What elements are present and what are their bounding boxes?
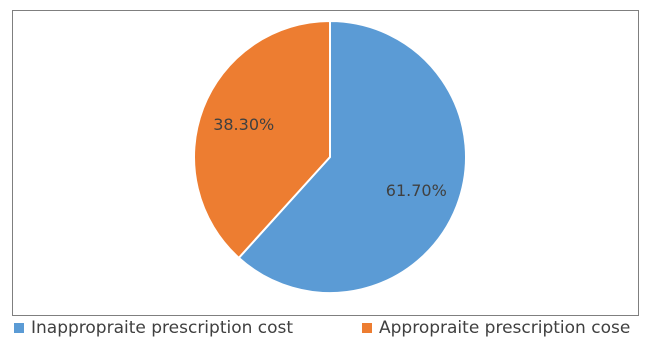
legend-label-appropriate: Appropraite prescription cose <box>379 318 631 338</box>
legend-swatch-appropriate <box>362 323 372 333</box>
legend-label-inappropriate: Inappropraite prescription cost <box>31 318 294 338</box>
legend: Inappropraite prescription cost Appropra… <box>0 318 651 342</box>
pie-slice-0 <box>237 19 467 294</box>
legend-swatch-inappropriate <box>14 323 24 333</box>
pie-slice-1 <box>193 19 331 260</box>
chart-border <box>12 10 639 316</box>
legend-item-appropriate: Appropraite prescription cose <box>362 318 630 338</box>
legend-item-inappropriate: Inappropraite prescription cost <box>14 318 293 338</box>
data-label-1: 38.30% <box>213 115 274 134</box>
data-label-0: 61.70% <box>386 181 447 200</box>
